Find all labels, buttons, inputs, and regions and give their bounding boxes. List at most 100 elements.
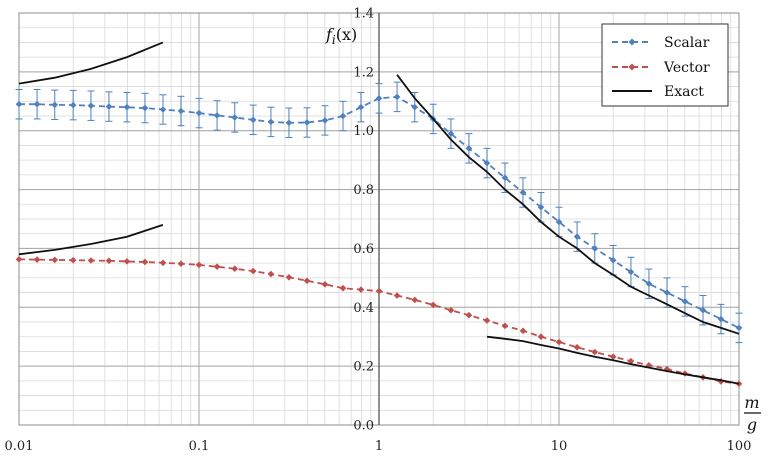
legend-marker-vector xyxy=(628,63,636,71)
data-point-scalar xyxy=(735,324,743,332)
data-point-vector xyxy=(501,322,509,330)
data-point-vector xyxy=(393,292,401,299)
data-point-scalar xyxy=(123,103,131,111)
data-point-vector xyxy=(177,260,185,268)
data-point-vector xyxy=(123,258,131,265)
data-point-vector xyxy=(141,258,149,266)
y-tick-label: 0.4 xyxy=(353,301,374,316)
data-point-vector xyxy=(447,306,455,314)
x-axis-label-numerator: m xyxy=(744,393,759,412)
series-line-exact xyxy=(18,224,164,256)
y-axis-label-sub: i xyxy=(332,33,336,47)
x-axis-label-denominator: g xyxy=(747,415,757,434)
y-tick-label: 1.0 xyxy=(353,124,374,139)
data-point-scalar xyxy=(213,112,221,119)
data-point-scalar xyxy=(33,100,41,108)
data-point-scalar xyxy=(357,103,365,111)
series-exact xyxy=(18,41,740,385)
data-point-vector xyxy=(555,338,563,346)
data-point-vector xyxy=(537,333,545,341)
data-point-scalar xyxy=(627,268,635,276)
data-point-vector xyxy=(609,353,617,361)
data-point-scalar xyxy=(375,95,383,102)
data-point-scalar xyxy=(411,103,419,111)
data-point-vector xyxy=(573,344,581,351)
data-point-scalar xyxy=(393,93,401,101)
legend-label-vector: Vector xyxy=(663,60,710,76)
data-point-vector xyxy=(357,286,365,293)
series-scalar xyxy=(15,81,743,344)
data-point-vector xyxy=(519,327,527,335)
data-point-vector xyxy=(411,296,419,304)
data-point-vector xyxy=(627,357,635,365)
data-point-vector xyxy=(339,284,347,292)
legend: Scalar Vector Exact xyxy=(601,23,729,107)
series-line-exact xyxy=(396,74,740,335)
data-point-scalar xyxy=(591,245,599,252)
data-point-vector xyxy=(285,273,293,281)
data-point-vector xyxy=(321,281,329,288)
y-tick-label: 0.8 xyxy=(353,183,374,198)
y-tick-label: 1.4 xyxy=(353,7,374,22)
data-point-vector xyxy=(231,265,239,273)
data-point-scalar xyxy=(645,280,653,288)
data-point-scalar xyxy=(483,159,491,167)
data-point-vector xyxy=(483,317,491,324)
data-point-vector xyxy=(591,348,599,356)
y-axis-label-arg: (x) xyxy=(336,25,358,44)
data-point-vector xyxy=(51,256,59,264)
x-tick-label: 100 xyxy=(727,439,752,454)
data-point-vector xyxy=(69,256,77,264)
data-point-scalar xyxy=(321,117,329,124)
data-point-scalar xyxy=(717,315,725,323)
y-tick-label: 0.2 xyxy=(353,360,374,375)
data-point-scalar xyxy=(69,101,77,109)
data-point-scalar xyxy=(465,145,473,152)
data-point-scalar xyxy=(699,306,707,314)
data-point-vector xyxy=(249,267,257,275)
data-point-scalar xyxy=(195,109,203,117)
data-point-vector xyxy=(87,257,95,264)
data-point-scalar xyxy=(537,203,545,211)
data-point-vector xyxy=(213,263,221,270)
data-point-scalar xyxy=(105,103,113,110)
data-point-scalar xyxy=(501,174,509,182)
y-axis-label: fi(x) xyxy=(325,25,357,47)
y-axis-label-main: f xyxy=(325,25,335,44)
x-tick-label: 10 xyxy=(551,439,568,454)
data-point-scalar xyxy=(303,119,311,126)
legend-item-vector: Vector xyxy=(612,60,710,76)
data-point-scalar xyxy=(177,107,185,115)
x-axis-label: m g xyxy=(744,393,761,434)
data-point-scalar xyxy=(159,106,167,113)
series-line-exact xyxy=(18,41,164,85)
data-point-vector xyxy=(267,270,275,278)
legend-label-scalar: Scalar xyxy=(664,35,710,51)
legend-label-exact: Exact xyxy=(664,84,704,100)
data-point-scalar xyxy=(15,100,23,108)
data-point-scalar xyxy=(681,298,689,305)
legend-item-exact: Exact xyxy=(612,84,704,100)
y-tick-labels: 0.0 0.2 0.4 0.6 0.8 1.0 1.2 1.4 xyxy=(353,7,374,434)
data-point-vector xyxy=(33,256,41,263)
y-tick-label: 0.6 xyxy=(353,242,374,257)
series-line-exact xyxy=(486,335,740,385)
data-point-scalar xyxy=(267,118,275,126)
data-point-scalar xyxy=(249,116,257,124)
data-point-scalar xyxy=(573,233,581,240)
data-point-scalar xyxy=(663,289,671,296)
x-tick-label: 0.1 xyxy=(189,439,210,454)
data-point-scalar xyxy=(87,102,95,109)
data-point-scalar xyxy=(555,218,563,226)
data-point-scalar xyxy=(447,130,455,137)
plot-frame xyxy=(18,12,740,426)
data-point-vector xyxy=(303,277,311,285)
data-point-scalar xyxy=(339,112,347,120)
data-point-scalar xyxy=(609,256,617,264)
data-point-vector xyxy=(195,261,203,269)
x-tick-labels: 0.01 0.1 1 10 100 xyxy=(5,439,752,454)
data-point-scalar xyxy=(285,119,293,127)
legend-box xyxy=(601,23,729,107)
data-point-vector xyxy=(465,311,473,319)
y-tick-label: 0.0 xyxy=(353,419,374,434)
